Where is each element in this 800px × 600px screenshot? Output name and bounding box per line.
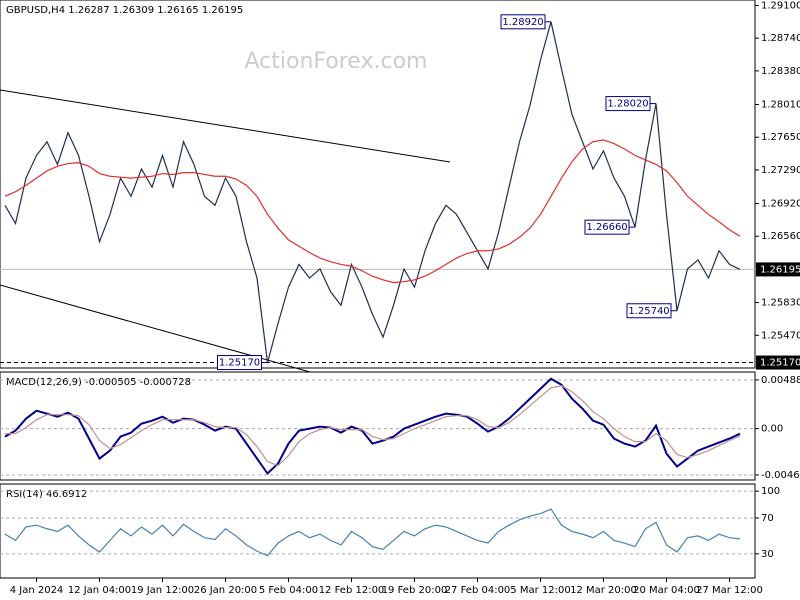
panel-title: RSI(14) 46.6912 (6, 489, 87, 500)
level-box (756, 355, 800, 370)
rsi-panel (0, 483, 756, 579)
annotation-label: 1.28020 (607, 99, 648, 110)
x-tick-label: 12 Jan 04:00 (68, 585, 131, 596)
price-panel (0, 0, 756, 369)
annotation-label: 1.25170 (219, 358, 260, 369)
x-tick-label: 5 Mar 12:00 (510, 585, 570, 596)
y-tick-label: 100 (761, 486, 780, 497)
series-line (4, 21, 741, 363)
last-price-box (756, 262, 800, 277)
annotation-box (584, 219, 630, 235)
y-tick-label: 1.28740 (761, 33, 800, 44)
y-tick-label: 70 (761, 513, 774, 524)
y-tick-label: -0.004645 (761, 470, 800, 481)
annotation-box (217, 355, 262, 371)
x-tick-label: 27 Feb 04:00 (445, 585, 511, 596)
y-tick-label: 1.26560 (761, 231, 800, 242)
x-tick-label: 19 Feb 20:00 (382, 585, 448, 596)
annotation-label: 1.25740 (628, 306, 669, 317)
x-tick-label: 19 Jan 12:00 (131, 585, 194, 596)
annotation-label: 1.28920 (502, 17, 543, 28)
x-tick-label: 12 Feb 12:00 (319, 585, 385, 596)
x-tick-label: 20 Mar 04:00 (633, 585, 700, 596)
last-price-label: 1.26195 (760, 264, 800, 275)
annotation-box (500, 14, 546, 30)
x-tick-label: 5 Feb 04:00 (259, 585, 318, 596)
series-line (4, 139, 741, 284)
y-tick-label: 1.27650 (761, 132, 800, 143)
y-tick-label: 1.25830 (761, 298, 800, 309)
y-tick-label: 1.28010 (761, 99, 800, 110)
y-tick-label: 1.25470 (761, 330, 800, 341)
panel-title: MACD(12,26,9) -0.000505 -0.000728 (6, 377, 191, 388)
series-line (4, 377, 741, 476)
annotation-box (605, 96, 651, 112)
y-tick-label: 0.00 (761, 424, 783, 435)
annotation-label: 1.26660 (586, 222, 627, 233)
y-tick-label: 1.26920 (761, 199, 800, 210)
x-tick-label: 27 Mar 12:00 (696, 585, 763, 596)
series-line (4, 508, 741, 557)
y-tick-label: 0.004884 (761, 375, 800, 386)
y-tick-label: 30 (761, 549, 774, 560)
series-line (5, 385, 741, 467)
x-tick-label: 26 Jan 20:00 (194, 585, 257, 596)
channel-line (0, 89, 451, 163)
y-tick-label: 1.29100 (761, 0, 800, 11)
annotation-box (626, 303, 672, 319)
macd-panel (0, 371, 756, 481)
y-tick-label: 1.28380 (761, 66, 800, 77)
level-label: 1.25170 (760, 358, 800, 369)
x-tick-label: 12 Mar 20:00 (570, 585, 637, 596)
panel-title: GBPUSD,H4 1.26287 1.26309 1.26165 1.2619… (6, 5, 243, 16)
y-tick-label: 1.27290 (761, 165, 800, 176)
x-tick-label: 4 Jan 2024 (10, 585, 64, 596)
watermark: ActionForex.com (245, 49, 428, 74)
